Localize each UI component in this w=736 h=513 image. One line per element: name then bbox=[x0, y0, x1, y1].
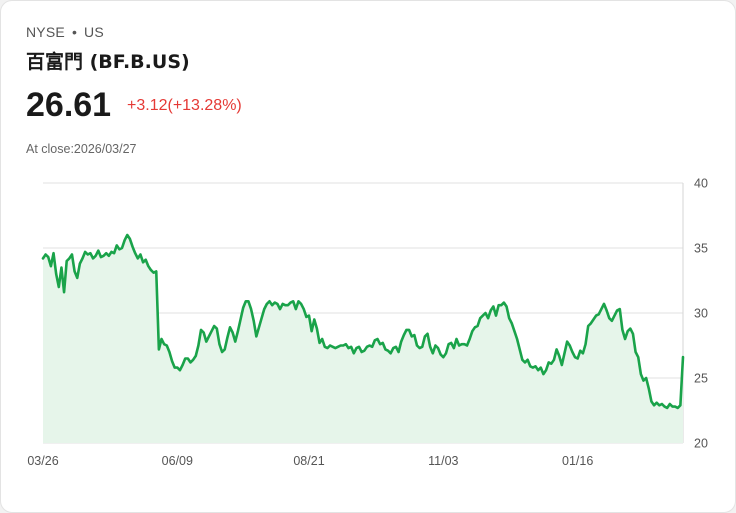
stock-title: 百富門 (BF.B.US) bbox=[26, 51, 190, 73]
x-tick-label: 11/03 bbox=[428, 454, 458, 468]
y-tick-label: 20 bbox=[694, 437, 708, 451]
x-tick-label: 06/09 bbox=[162, 454, 193, 468]
y-tick-label: 35 bbox=[694, 242, 708, 256]
y-tick-label: 30 bbox=[694, 307, 708, 321]
separator-dot: • bbox=[71, 24, 78, 40]
last-price: 26.61 bbox=[26, 86, 112, 124]
y-tick-label: 40 bbox=[694, 177, 708, 191]
y-tick-label: 25 bbox=[694, 372, 708, 386]
series-area bbox=[43, 235, 683, 443]
x-tick-label: 08/21 bbox=[293, 454, 324, 468]
x-tick-label: 01/16 bbox=[562, 454, 593, 468]
price-change: +3.12(+13.28%) bbox=[127, 97, 242, 114]
close-date: At close:2026/03/27 bbox=[26, 142, 137, 156]
exchange-name: NYSE bbox=[26, 24, 65, 40]
exchange-line: NYSE • US bbox=[26, 24, 104, 40]
market-name: US bbox=[84, 24, 104, 40]
x-tick-label: 03/26 bbox=[27, 454, 58, 468]
series-line bbox=[41, 233, 685, 410]
